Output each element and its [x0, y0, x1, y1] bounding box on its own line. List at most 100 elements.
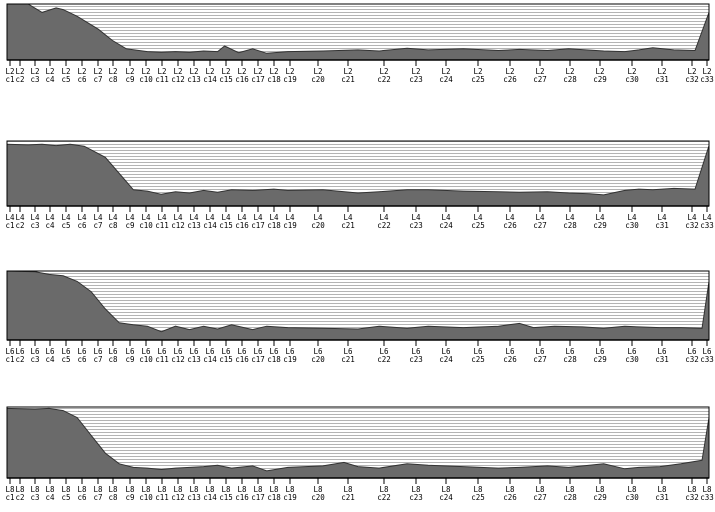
tick-label-layer: L8 — [221, 485, 231, 494]
tick-label-layer: L2 — [269, 67, 278, 76]
tick-label-layer: L2 — [108, 67, 117, 76]
tick-label-layer: L6 — [441, 347, 451, 356]
tick-label-layer: L2 — [441, 67, 450, 76]
tick-label-category: c12 — [171, 75, 185, 84]
tick-label-layer: L6 — [657, 347, 667, 356]
tick-label-category: c28 — [563, 75, 577, 84]
tick-label-category: c26 — [503, 355, 517, 364]
area-series-L4 — [6, 143, 710, 207]
tick-label-layer: L8 — [505, 485, 515, 494]
tick-label-layer: L2 — [141, 67, 150, 76]
tick-label-category: c5 — [61, 75, 70, 84]
tick-label-layer: L4 — [173, 213, 183, 222]
tick-label-layer: L2 — [15, 67, 24, 76]
tick-label-category: c11 — [155, 493, 169, 502]
tick-label-layer: L6 — [189, 347, 199, 356]
tick-label-layer: L4 — [30, 213, 40, 222]
tick-label-category: c26 — [503, 221, 517, 230]
tick-label-layer: L8 — [108, 485, 118, 494]
tick-label-category: c8 — [108, 221, 118, 230]
tick-label-layer: L2 — [30, 67, 39, 76]
tick-label-layer: L2 — [285, 67, 294, 76]
tick-label-layer: L6 — [237, 347, 247, 356]
tick-label-layer: L8 — [61, 485, 71, 494]
tick-label-layer: L2 — [45, 67, 54, 76]
tick-label-category: c32 — [685, 493, 699, 502]
tick-label-layer: L4 — [565, 213, 575, 222]
tick-label-category: c7 — [93, 493, 102, 502]
tick-label-layer: L2 — [595, 67, 604, 76]
tick-label-layer: L6 — [313, 347, 323, 356]
tick-label-category: c17 — [251, 493, 265, 502]
tick-label-category: c18 — [267, 75, 281, 84]
tick-label-layer: L6 — [15, 347, 25, 356]
tick-label-layer: L8 — [93, 485, 103, 494]
tick-label-category: c18 — [267, 493, 281, 502]
tick-label-layer: L8 — [535, 485, 545, 494]
tick-label-layer: L4 — [269, 213, 279, 222]
tick-label-category: c29 — [593, 355, 607, 364]
tick-label-category: c28 — [563, 221, 577, 230]
tick-label-layer: L2 — [687, 67, 696, 76]
tick-label-category: c21 — [341, 355, 355, 364]
tick-label-layer: L8 — [5, 485, 15, 494]
tick-label-layer: L6 — [535, 347, 545, 356]
tick-label-category: c1 — [5, 75, 14, 84]
tick-label-category: c23 — [409, 355, 423, 364]
tick-label-layer: L8 — [125, 485, 135, 494]
tick-label-category: c26 — [503, 493, 517, 502]
tick-label-category: c11 — [155, 75, 169, 84]
tick-label-category: c6 — [77, 75, 87, 84]
tick-label-layer: L6 — [379, 347, 389, 356]
tick-label-category: c33 — [700, 493, 714, 502]
tick-label-layer: L8 — [77, 485, 87, 494]
chart-panel-L6: L6c1L6c2L6c3L6c4L6c5L6c6L6c7L6c8L6c9L6c1… — [5, 270, 714, 364]
tick-label-category: c24 — [439, 493, 453, 502]
tick-label-category: c2 — [15, 221, 24, 230]
tick-label-category: c27 — [533, 355, 547, 364]
tick-label-layer: L8 — [173, 485, 183, 494]
tick-label-category: c9 — [125, 221, 134, 230]
tick-label-layer: L8 — [157, 485, 167, 494]
area-series-L6 — [6, 270, 710, 341]
tick-label-layer: L8 — [253, 485, 263, 494]
tick-label-layer: L2 — [565, 67, 574, 76]
tick-label-category: c19 — [283, 221, 297, 230]
tick-label-category: c13 — [187, 221, 201, 230]
tick-label-layer: L6 — [108, 347, 118, 356]
tick-label-category: c6 — [77, 493, 87, 502]
tick-label-layer: L8 — [595, 485, 605, 494]
tick-label-category: c8 — [108, 355, 118, 364]
tick-label-category: c32 — [685, 75, 699, 84]
tick-label-layer: L6 — [221, 347, 231, 356]
tick-label-category: c6 — [77, 355, 87, 364]
tick-label-layer: L6 — [5, 347, 15, 356]
tick-label-layer: L6 — [473, 347, 483, 356]
tick-label-category: c11 — [155, 221, 169, 230]
chart-panel-L8: L8c1L8c2L8c3L8c4L8c5L8c6L8c7L8c8L8c9L8c1… — [5, 406, 714, 502]
tick-label-layer: L6 — [505, 347, 515, 356]
tick-label-category: c27 — [533, 75, 547, 84]
tick-label-category: c4 — [45, 221, 55, 230]
tick-label-category: c20 — [311, 75, 325, 84]
tick-label-category: c32 — [685, 221, 699, 230]
tick-label-layer: L2 — [313, 67, 322, 76]
tick-label-category: c33 — [700, 221, 714, 230]
tick-label-category: c13 — [187, 493, 201, 502]
tick-label-category: c8 — [108, 493, 118, 502]
tick-label-layer: L8 — [702, 485, 712, 494]
tick-label-layer: L6 — [93, 347, 103, 356]
tick-label-category: c20 — [311, 221, 325, 230]
tick-label-layer: L6 — [627, 347, 637, 356]
tick-label-category: c10 — [139, 493, 153, 502]
tick-label-category: c12 — [171, 221, 185, 230]
area-series-L8 — [6, 407, 710, 479]
tick-label-category: c10 — [139, 221, 153, 230]
tick-label-layer: L4 — [45, 213, 55, 222]
tick-label-category: c23 — [409, 493, 423, 502]
tick-label-layer: L4 — [702, 213, 712, 222]
tick-label-category: c2 — [15, 355, 24, 364]
tick-label-layer: L8 — [441, 485, 451, 494]
tick-label-layer: L8 — [343, 485, 353, 494]
